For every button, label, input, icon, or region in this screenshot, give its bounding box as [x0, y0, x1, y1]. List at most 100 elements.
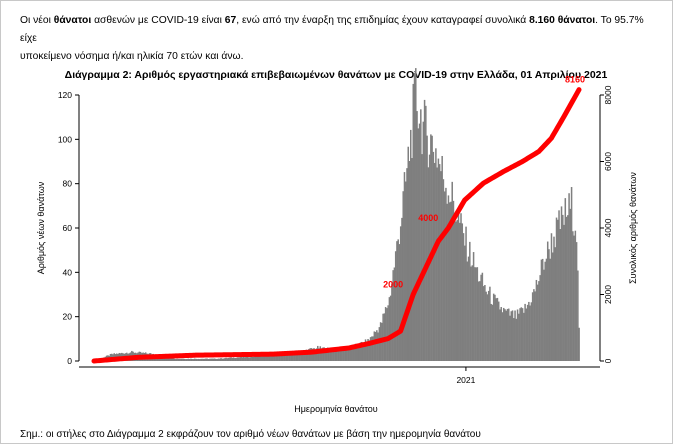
bar [304, 350, 306, 361]
bar [491, 304, 494, 361]
bar [546, 241, 549, 361]
bar [513, 318, 515, 361]
y2-axis-label: Συνολικός αριθμός θανάτων [628, 172, 638, 284]
intro-text: Οι νέοι θάνατοι ασθενών με COVID-19 είνα… [20, 12, 660, 66]
bar [177, 358, 180, 361]
bar [338, 349, 340, 361]
bar [442, 179, 445, 361]
bar [425, 105, 427, 361]
bar [195, 358, 197, 361]
bar [369, 337, 372, 361]
bar [519, 308, 521, 361]
bar [329, 349, 332, 361]
bar [198, 359, 201, 361]
bar [492, 293, 495, 361]
bar [452, 200, 455, 361]
bar [249, 357, 251, 361]
bar [225, 357, 227, 361]
bar [318, 348, 320, 361]
bar [499, 309, 501, 361]
bar [559, 229, 562, 361]
bar [408, 161, 411, 361]
bar [426, 135, 428, 361]
bar [280, 353, 283, 361]
bar [440, 171, 442, 361]
y2-tick-label: 8000 [603, 85, 613, 104]
bar [246, 356, 249, 361]
bar [269, 354, 271, 361]
y-tick-label: 120 [58, 90, 72, 100]
bar [186, 358, 188, 361]
bar [511, 310, 514, 361]
y-axis-label: Αριθμός νέων θανάτων [36, 181, 46, 274]
bar [437, 158, 440, 361]
bar [332, 349, 334, 361]
bar [201, 358, 203, 361]
bar [192, 359, 195, 361]
bar [237, 357, 240, 361]
bar [466, 261, 469, 361]
bar [508, 308, 510, 361]
bar [324, 350, 327, 361]
bar [464, 245, 466, 361]
bar [565, 216, 568, 361]
bar [219, 358, 221, 361]
bar [572, 231, 574, 361]
bar [421, 154, 423, 361]
bar [553, 236, 555, 361]
bar [402, 191, 404, 361]
bar [234, 358, 236, 361]
bar [540, 259, 543, 361]
bar [230, 357, 232, 361]
bar [340, 348, 343, 361]
bar [548, 249, 550, 361]
bar [404, 181, 407, 361]
bar [363, 343, 366, 361]
intro-line-2: υποκείμενο νόσημα ή/και ηλικία 70 ετών κ… [20, 51, 244, 62]
bar [564, 198, 567, 361]
bar [182, 358, 185, 361]
bar [278, 353, 280, 361]
bar [242, 356, 245, 361]
bar [398, 244, 401, 361]
bar [170, 357, 172, 361]
bar [446, 203, 448, 361]
bar [328, 348, 330, 361]
bar [274, 355, 276, 361]
bar [549, 258, 551, 361]
bar [181, 358, 183, 361]
bar [268, 355, 270, 361]
bar [244, 357, 246, 361]
bar [487, 290, 490, 361]
y-tick-label: 20 [63, 312, 73, 322]
bar [289, 351, 291, 361]
bar [533, 289, 535, 361]
bar [457, 211, 460, 361]
bar [484, 285, 486, 361]
bar [322, 347, 324, 361]
bar [509, 315, 511, 361]
bar [392, 270, 394, 361]
bar [504, 309, 506, 361]
bar [475, 267, 477, 361]
bar [215, 358, 217, 361]
bar [343, 348, 345, 361]
bar [337, 348, 339, 361]
bar [231, 358, 234, 361]
bar [577, 270, 579, 361]
bar [359, 342, 362, 361]
bar [435, 148, 437, 361]
cumulative-deaths-line [91, 87, 582, 364]
bar [284, 354, 286, 361]
bar [300, 351, 303, 361]
bar [299, 352, 301, 361]
intro-bold-deaths: θάνατοι [53, 15, 92, 26]
bar [308, 348, 310, 361]
bar [190, 358, 192, 361]
bar [455, 221, 457, 361]
bar [482, 286, 485, 361]
bar [348, 348, 350, 361]
bar [521, 308, 524, 361]
bar [271, 353, 274, 361]
